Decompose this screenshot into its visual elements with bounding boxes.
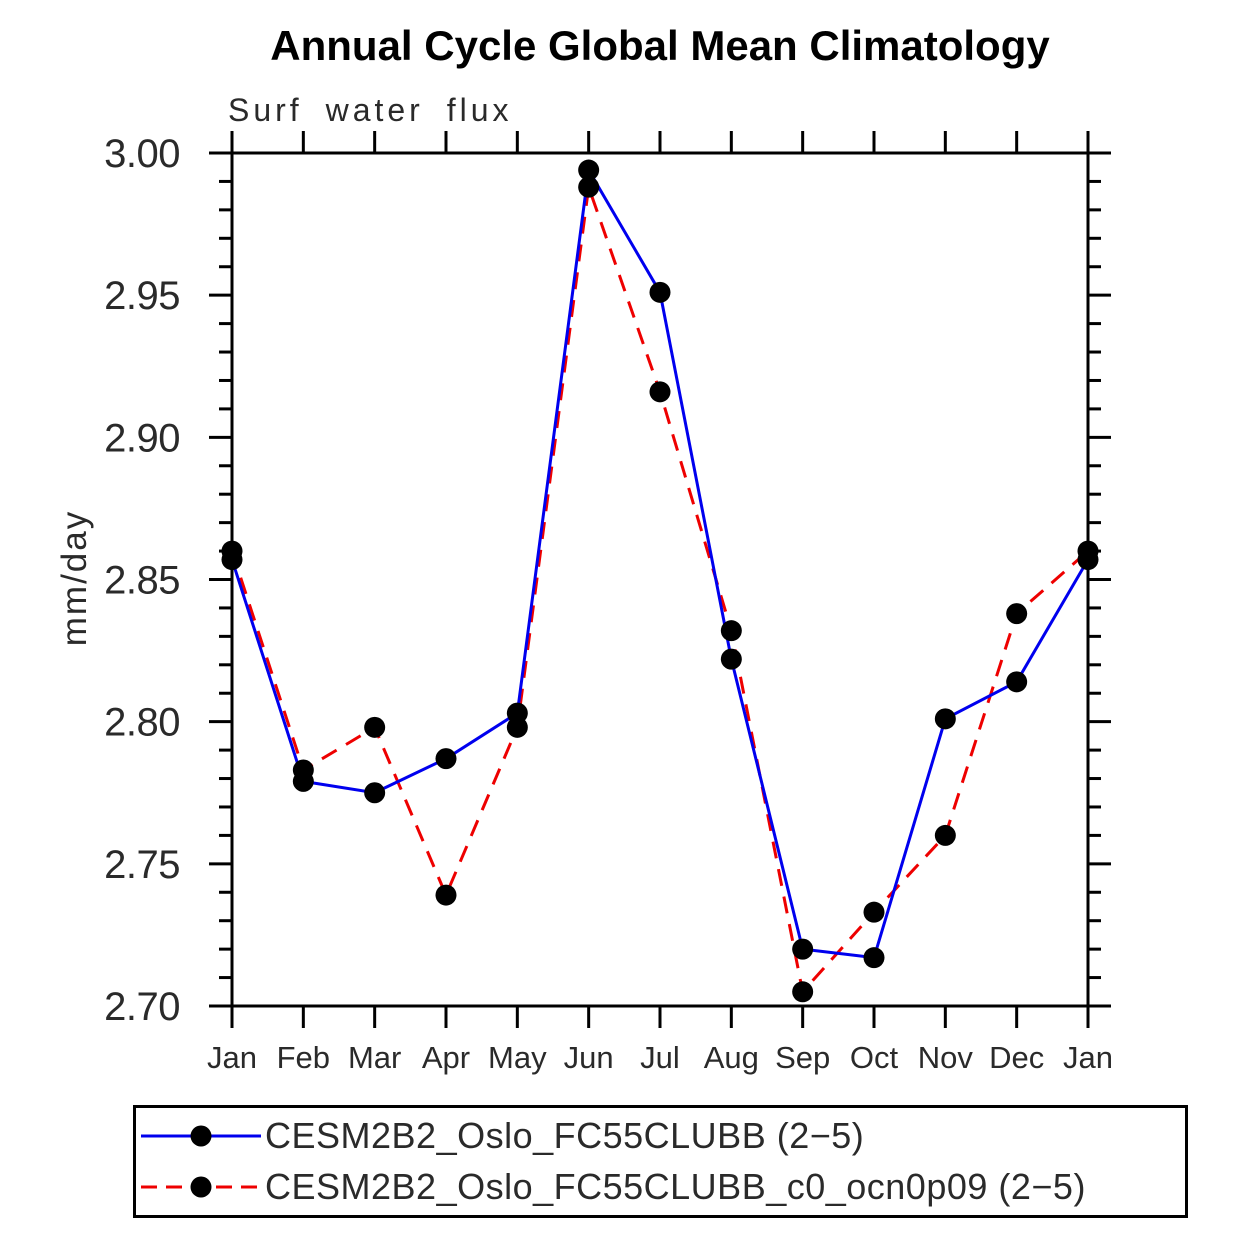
chart-title: Annual Cycle Global Mean Climatology — [270, 22, 1050, 69]
x-tick-label: Sep — [775, 1040, 830, 1075]
y-tick-label: 2.85 — [104, 559, 180, 603]
x-tick-label: Dec — [989, 1040, 1044, 1075]
series-1-marker-Aug — [720, 620, 742, 642]
y-tick-label: 2.90 — [104, 416, 180, 460]
series-1-marker-May — [506, 716, 528, 738]
y-tick-label: 2.75 — [104, 843, 180, 887]
y-tick-label: 2.95 — [104, 274, 180, 318]
series-1-marker-Mar — [364, 716, 386, 738]
series-0-marker-Jul — [649, 281, 671, 303]
series-1-marker-Jul — [649, 381, 671, 403]
series-1-marker-Oct — [863, 901, 885, 923]
series-0-marker-Mar — [364, 782, 386, 804]
series-0-marker-Sep — [792, 938, 814, 960]
chart-subtitle: Surf water flux — [228, 92, 513, 128]
series-0-marker-Nov — [934, 708, 956, 730]
legend-line-sample-red-dashed — [141, 1176, 261, 1198]
x-tick-label: Mar — [348, 1040, 401, 1075]
y-tick-label: 2.80 — [104, 701, 180, 745]
series-0-marker-Jun — [578, 159, 600, 181]
series-0-marker-Dec — [1006, 671, 1028, 693]
series-1-marker-Nov — [934, 824, 956, 846]
legend-box: CESM2B2_Oslo_FC55CLUBB (2−5) CESM2B2_Osl… — [133, 1105, 1188, 1218]
y-tick-label: 2.70 — [104, 985, 180, 1029]
plot-frame — [230, 151, 1090, 1008]
series-0-marker-Aug — [720, 648, 742, 670]
legend-label-series-0: CESM2B2_Oslo_FC55CLUBB (2−5) — [265, 1115, 865, 1157]
legend-label-series-1: CESM2B2_Oslo_FC55CLUBB_c0_ocn0p09 (2−5) — [265, 1165, 1086, 1207]
series-1-marker-Jan — [1077, 540, 1099, 562]
x-tick-label: Jan — [207, 1040, 257, 1075]
series-1-marker-Apr — [435, 884, 457, 906]
x-tick-label: Feb — [277, 1040, 330, 1075]
x-tick-label: Apr — [422, 1040, 470, 1075]
series-1-marker-Jan — [221, 540, 243, 562]
series-1-marker-Dec — [1006, 603, 1028, 625]
x-tick-label: Jul — [640, 1040, 680, 1075]
x-tick-label: Jan — [1063, 1040, 1113, 1075]
x-tick-label: Oct — [850, 1040, 899, 1075]
legend-item-0: CESM2B2_Oslo_FC55CLUBB (2−5) — [139, 1111, 1185, 1161]
series-0-marker-Apr — [435, 748, 457, 770]
y-axis-label: mm/day — [55, 510, 94, 646]
x-tick-label: Aug — [704, 1040, 759, 1075]
x-tick-label: May — [488, 1040, 547, 1075]
series-1-marker-Jun — [578, 176, 600, 198]
x-tick-label: Nov — [918, 1040, 974, 1075]
legend-line-sample-blue-solid — [141, 1125, 261, 1147]
plot-area: 3.00 2.95 2.90 2.85 2.80 2.75 2.70 Jan Feb Mar Apr… — [55, 131, 1113, 1075]
series-line-1 — [230, 186, 1089, 996]
x-tick-label: Jun — [564, 1040, 614, 1075]
series-1-marker-Sep — [792, 981, 814, 1003]
y-tick-label: 3.00 — [104, 132, 180, 176]
legend-item-1: CESM2B2_Oslo_FC55CLUBB_c0_ocn0p09 (2−5) — [139, 1162, 1185, 1212]
series-0-marker-Oct — [863, 947, 885, 969]
series-1-marker-Feb — [292, 759, 314, 781]
